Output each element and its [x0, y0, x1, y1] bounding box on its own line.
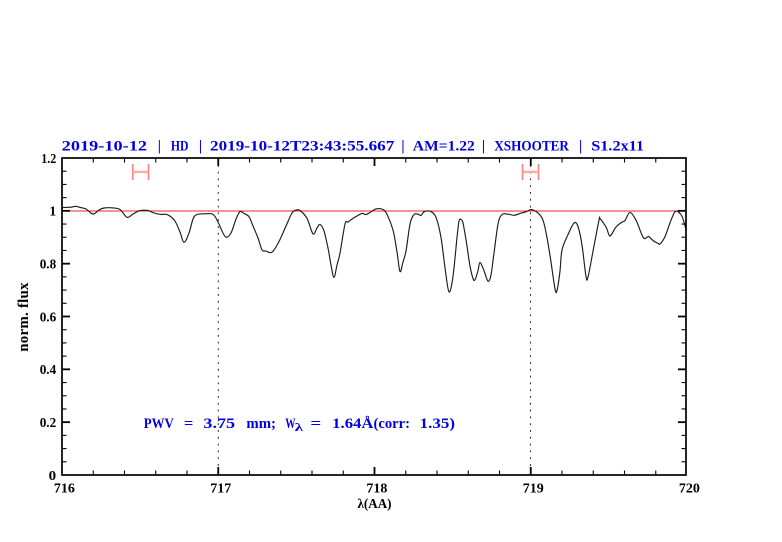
- svg-text:719: 719: [523, 481, 544, 496]
- svg-text:720: 720: [679, 481, 700, 496]
- svg-text:0: 0: [49, 469, 57, 484]
- svg-text:0.2: 0.2: [40, 416, 57, 431]
- svg-text:716: 716: [54, 481, 75, 496]
- svg-text:1: 1: [49, 205, 56, 220]
- svg-text:0.4: 0.4: [40, 363, 57, 378]
- svg-text:1.2: 1.2: [41, 152, 56, 167]
- svg-text:0.8: 0.8: [40, 258, 57, 273]
- svg-text:λ(AA): λ(AA): [358, 496, 392, 511]
- svg-text:2019-10-12|HD|2019-10-12T23:43: 2019-10-12 | HD | 2019-10-12T23:43:55.667 | AM…: [62, 138, 644, 154]
- svg-text:717: 717: [210, 481, 231, 496]
- svg-text:718: 718: [366, 481, 387, 496]
- svg-text:norm. flux: norm. flux: [16, 282, 32, 352]
- svg-text:0.6: 0.6: [40, 310, 57, 325]
